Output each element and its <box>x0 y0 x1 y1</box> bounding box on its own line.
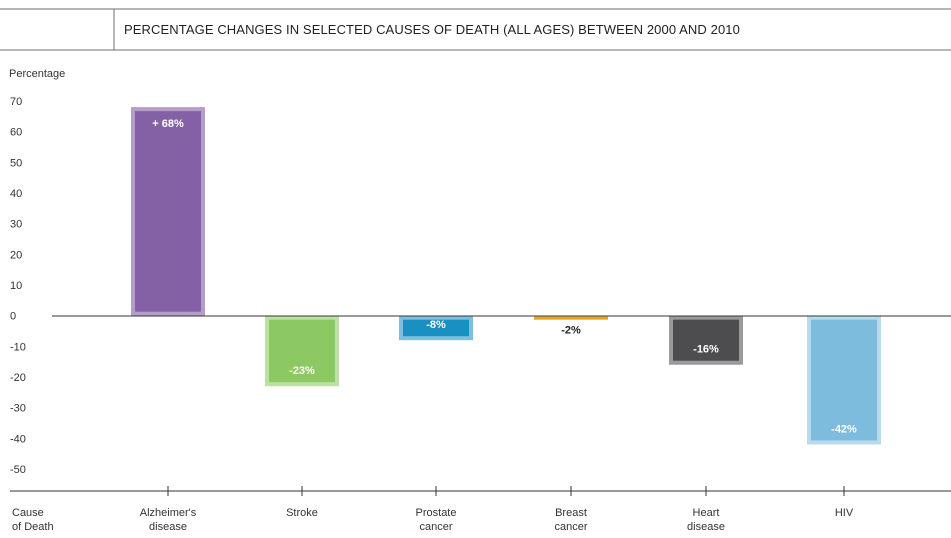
bar <box>534 316 608 320</box>
x-axis-label-line2: of Death <box>12 521 54 533</box>
x-category-label: Alzheimer's <box>140 507 197 519</box>
x-category-label: Breast <box>555 507 587 519</box>
bar-value-label: -16% <box>693 344 719 356</box>
x-category-label: Stroke <box>286 507 318 519</box>
x-category-label: Prostate <box>416 507 457 519</box>
y-tick-labels: 70 60 50 40 30 20 10 0 -10 -20 -30 -40 -50 <box>10 96 26 476</box>
y-tick-label: 30 <box>10 219 22 231</box>
chart-title: PERCENTAGE CHANGES IN SELECTED CAUSES OF… <box>124 22 740 37</box>
bar <box>135 111 201 312</box>
x-category-label: cancer <box>419 521 452 533</box>
bar <box>673 319 739 361</box>
x-category-label: Heart <box>693 507 720 519</box>
y-tick-label: 50 <box>10 157 22 169</box>
bars: + 68% -23% -8% -2% -16% -42% <box>131 107 881 445</box>
bar <box>269 319 335 383</box>
bar-value-label: + 68% <box>152 118 184 130</box>
x-category-label: cancer <box>554 521 587 533</box>
y-tick-label: -50 <box>10 464 26 476</box>
x-category-label: disease <box>687 521 725 533</box>
bar-value-label: -2% <box>561 325 581 337</box>
y-tick-label: 60 <box>10 127 22 139</box>
y-tick-label: 0 <box>10 311 16 323</box>
bar <box>403 319 469 337</box>
bar-value-label: -42% <box>831 423 857 435</box>
bar-value-label: -23% <box>289 365 315 377</box>
x-category-label: disease <box>149 521 187 533</box>
bar-value-label: -8% <box>426 319 446 331</box>
y-tick-label: -40 <box>10 433 26 445</box>
y-tick-label: 70 <box>10 96 22 108</box>
y-tick-label: -10 <box>10 341 26 353</box>
x-category-label: HIV <box>835 507 854 519</box>
y-tick-label: 40 <box>10 188 22 200</box>
y-axis-label: Percentage <box>9 68 65 80</box>
y-tick-label: -30 <box>10 403 26 415</box>
x-category-labels: Alzheimer's disease Stroke Prostate cancer Br… <box>140 486 854 533</box>
y-tick-label: 10 <box>10 280 22 292</box>
x-axis-label-line1: Cause <box>12 507 44 519</box>
bar <box>811 319 877 441</box>
y-tick-label: -20 <box>10 372 26 384</box>
y-tick-label: 20 <box>10 249 22 261</box>
